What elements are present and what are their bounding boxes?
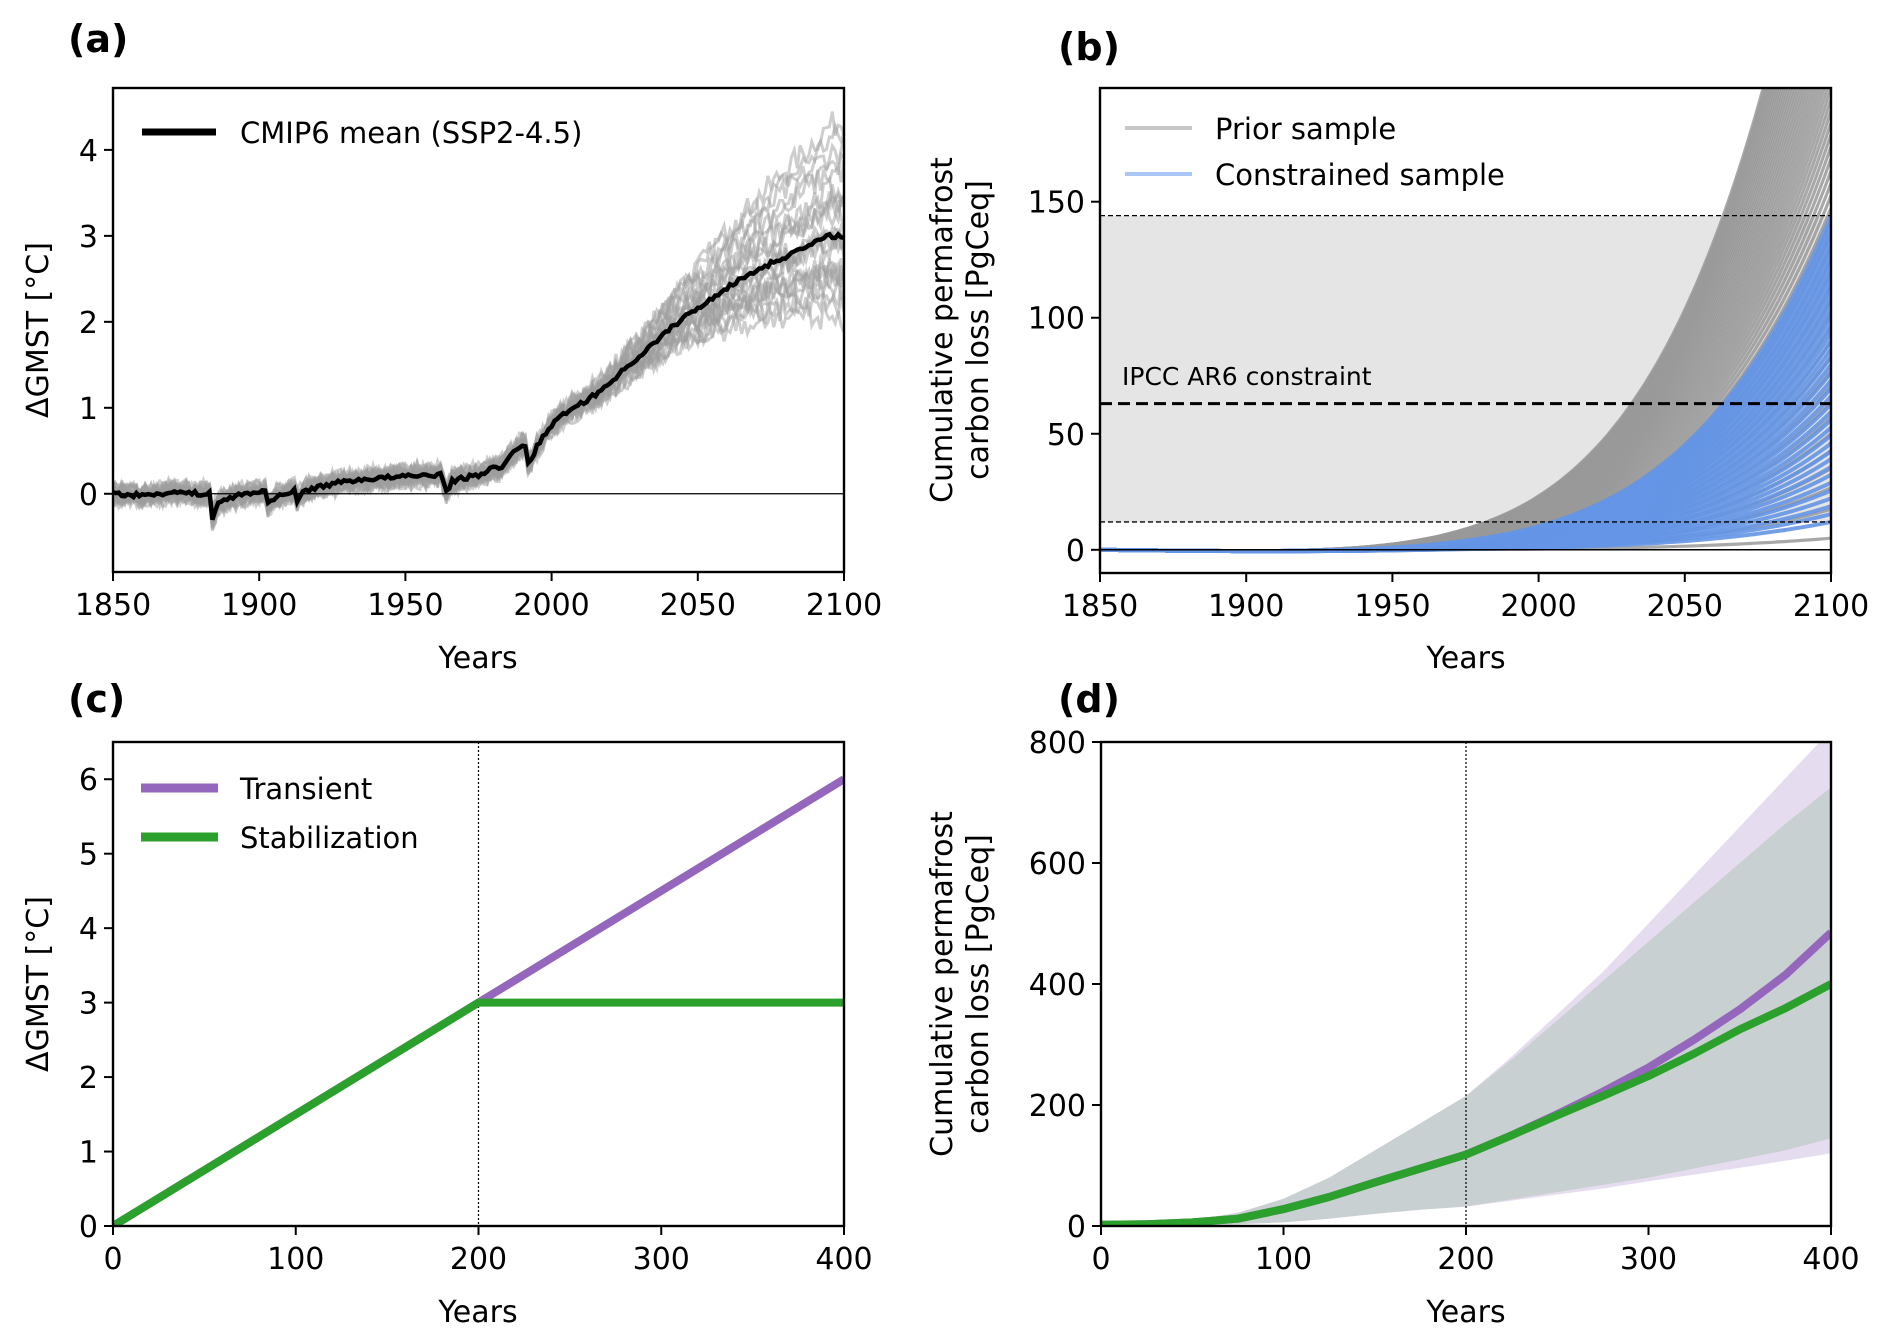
y-tick-label-d: 200: [1029, 1089, 1086, 1124]
x-tick-label-b: 2000: [1500, 589, 1576, 624]
ensemble-member-line: [113, 300, 844, 523]
plot-area-c: [113, 742, 844, 1226]
plot-area-d: [1101, 742, 1831, 1226]
y-tick-label-c: 4: [79, 912, 98, 947]
x-tick-label-a: 1900: [221, 588, 297, 623]
panel-label-d: (d): [1058, 677, 1120, 721]
constrained-sample-line: [1100, 214, 1831, 553]
legend-label-prior-sample: Prior sample: [1215, 112, 1396, 146]
panel-label-a: (a): [68, 17, 128, 61]
axes-a: 1850 1900 1950 2000 2050 2100 0 1 2 3 4: [75, 86, 882, 623]
x-axis-label-c: Years: [437, 1295, 517, 1330]
x-tick-label-d: 200: [1437, 1242, 1494, 1277]
x-axis-label-d: Years: [1425, 1295, 1505, 1330]
y-axis-label-d-line1: Cumulative permafrost: [925, 811, 960, 1157]
legend-c: Transient Stabilization: [141, 772, 419, 855]
x-tick-label-d: 300: [1620, 1242, 1677, 1277]
plot-area-b: [1100, 88, 1831, 554]
y-tick-label-b: 0: [1066, 534, 1085, 569]
y-tick-label-b: 100: [1028, 302, 1085, 337]
legend-b: Prior sample Constrained sample: [1125, 112, 1505, 192]
legend-label-constrained-sample: Constrained sample: [1215, 158, 1505, 192]
y-tick-label-c: 3: [79, 987, 98, 1022]
y-tick-label-b: 150: [1028, 186, 1085, 221]
panel-label-b: (b): [1058, 25, 1120, 69]
legend-label-transient: Transient: [239, 772, 372, 806]
y-tick-label-a: 2: [79, 306, 98, 341]
panel-label-c: (c): [68, 677, 125, 721]
x-axis-label-b: Years: [1425, 641, 1505, 676]
x-tick-label-c: 0: [103, 1242, 122, 1277]
x-tick-label-c: 100: [267, 1242, 324, 1277]
y-tick-label-c: 5: [79, 838, 98, 873]
y-tick-label-d: 600: [1029, 847, 1086, 882]
x-tick-label-d: 100: [1255, 1242, 1312, 1277]
constraint-annotation: IPCC AR6 constraint: [1122, 362, 1372, 391]
panel-d: (d) 0 100 200 300 400 0 200 400 600 800 Years Cum…: [925, 677, 1860, 1330]
x-tick-label-c: 200: [450, 1242, 507, 1277]
axes-frame-a: [111, 86, 846, 574]
legend-label-cmip6-mean: CMIP6 mean (SSP2-4.5): [240, 116, 582, 150]
y-tick-label-a: 3: [79, 220, 98, 255]
x-tick-label-b: 1950: [1354, 589, 1430, 624]
x-tick-label-c: 400: [815, 1242, 872, 1277]
x-tick-label-a: 2050: [660, 588, 736, 623]
x-tick-label-b: 2100: [1793, 589, 1869, 624]
y-tick-label-d: 400: [1029, 968, 1086, 1003]
panel-c: (c) 0 100 200 300 400 0 1 2 3 4 5 6 Years ΔGMST [°C…: [21, 677, 873, 1330]
panel-b: (b) 1850 1900 1950 2000 2050 2100 0 50 100 150 Ye…: [925, 25, 1869, 676]
axes-frame-b: [1098, 86, 1833, 575]
x-tick-label-a: 2000: [513, 588, 589, 623]
stabilization-line: [113, 998, 844, 1226]
cmip6-mean-line: [113, 231, 844, 521]
y-axis-label-a: ΔGMST [°C]: [21, 242, 56, 418]
y-tick-label-c: 1: [79, 1136, 98, 1171]
y-tick-label-d: 800: [1029, 726, 1086, 761]
y-axis-label-b-line1: Cumulative permafrost: [925, 157, 960, 503]
legend-a: CMIP6 mean (SSP2-4.5): [142, 116, 582, 150]
x-tick-label-c: 300: [633, 1242, 690, 1277]
y-tick-label-c: 2: [79, 1061, 98, 1096]
x-tick-label-d: 400: [1802, 1242, 1859, 1277]
x-tick-label-a: 1850: [75, 588, 151, 623]
stabilization-uncertainty-band: [1101, 787, 1831, 1226]
x-tick-label-b: 1900: [1208, 589, 1284, 624]
x-tick-label-b: 2050: [1647, 589, 1723, 624]
x-tick-label-a: 1950: [367, 588, 443, 623]
x-tick-label-b: 1850: [1062, 589, 1138, 624]
y-axis-label-d-line2: carbon loss [PgCeq]: [961, 834, 996, 1134]
x-axis-label-a: Years: [437, 641, 517, 676]
y-tick-label-a: 1: [79, 392, 98, 427]
y-tick-label-a: 0: [79, 478, 98, 513]
axes-c: 0 100 200 300 400 0 1 2 3 4 5 6: [79, 740, 873, 1277]
y-axis-label-b-line2: carbon loss [PgCeq]: [961, 180, 996, 480]
x-tick-label-d: 0: [1091, 1242, 1110, 1277]
y-tick-label-c: 0: [79, 1210, 98, 1245]
axes-b: 1850 1900 1950 2000 2050 2100 0 50 100 150: [1028, 86, 1869, 624]
stabilization-mean-line: [1101, 980, 1831, 1226]
y-tick-label-a: 4: [79, 134, 98, 169]
axes-d: 0 100 200 300 400 0 200 400 600 800: [1029, 726, 1860, 1277]
y-tick-label-c: 6: [79, 763, 98, 798]
plot-area-a: [113, 111, 844, 532]
y-axis-label-c: ΔGMST [°C]: [21, 896, 56, 1072]
y-tick-label-d: 0: [1067, 1210, 1086, 1245]
y-tick-label-b: 50: [1047, 418, 1085, 453]
legend-label-stabilization: Stabilization: [240, 821, 419, 855]
x-tick-label-a: 2100: [806, 588, 882, 623]
